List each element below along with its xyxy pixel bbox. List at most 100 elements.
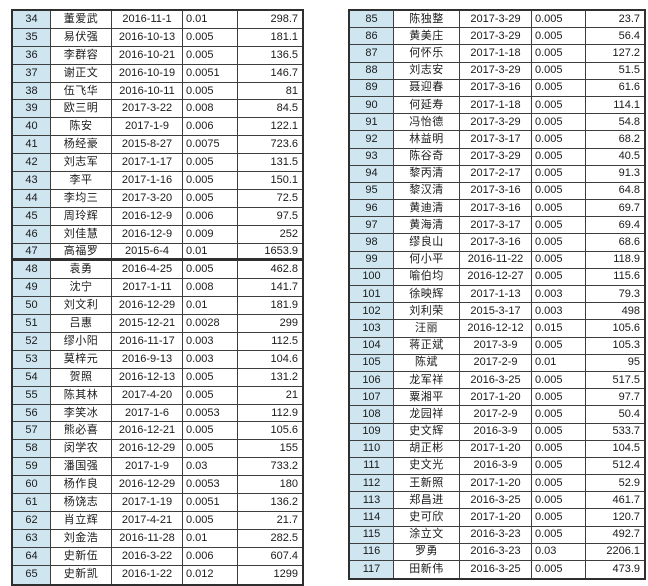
no-cell: 36	[13, 46, 51, 64]
name-cell: 陈安	[51, 118, 112, 136]
date-cell: 2016-3-25	[460, 371, 532, 389]
table-row: 103 汪丽 2016-12-12 0.015 105.6	[350, 320, 644, 338]
amount-cell: 81	[285, 84, 298, 97]
amount-cell: 1299	[273, 568, 298, 581]
name-cell: 谢正文	[51, 64, 112, 82]
table-row: 114 史可欣 2017-1-20 0.005 120.7	[350, 509, 644, 527]
no-cell: 56	[13, 404, 51, 422]
name-cell: 杨作良	[51, 476, 112, 494]
name-cell: 黄美庄	[394, 28, 460, 45]
data-table-right: 85 陈独整 2017-3-29 0.005 23.7 86 黄美庄 2017-3-29 0.0…	[348, 9, 646, 581]
date-cell: 2017-2-9	[460, 354, 532, 371]
table-row: 40 陈安 2017-1-9 0.006 122.1	[13, 118, 302, 137]
table-row: 47 高福罗 2015-6-4 0.01 1653.9	[13, 243, 302, 262]
no-cell: 44	[13, 189, 51, 207]
no-cell: 52	[13, 333, 51, 350]
table-row: 57 熊必喜 2016-12-21 0.005 105.6	[13, 422, 302, 441]
no-cell: 47	[13, 243, 51, 259]
amount-cell: 69.7	[618, 201, 640, 214]
rate-cell: 0.005	[532, 234, 586, 251]
date-cell: 2017-1-20	[460, 389, 532, 406]
name-cell: 董爱武	[51, 11, 112, 28]
name-cell: 刘志安	[394, 62, 460, 79]
table-row: 102 刘利荣 2015-3-17 0.003 498	[350, 303, 644, 321]
date-cell: 2016-11-1	[112, 11, 183, 28]
amount-cell: 84.5	[276, 102, 298, 115]
date-cell: 2017-3-16	[460, 79, 532, 96]
rate-cell: 0.005	[532, 217, 586, 234]
rate-cell: 0.005	[183, 511, 238, 529]
name-cell: 高福罗	[51, 243, 112, 259]
rate-cell: 0.005	[183, 154, 238, 172]
date-cell: 2016-11-22	[460, 251, 532, 268]
no-cell: 53	[13, 350, 51, 368]
table-row: 93 陈谷奇 2017-3-29 0.005 40.5	[350, 148, 644, 166]
amount-cell: 21	[285, 388, 298, 401]
no-cell: 116	[350, 543, 394, 560]
date-cell: 2016-3-9	[460, 423, 532, 440]
amount-cell: 533.7	[612, 425, 640, 438]
no-cell: 49	[13, 279, 51, 297]
rate-cell: 0.005	[532, 182, 586, 200]
amount-cell: 104.5	[612, 442, 640, 455]
name-cell: 刘志军	[51, 154, 112, 172]
name-cell: 吕惠	[51, 315, 112, 333]
amount-cell: 282.5	[270, 531, 298, 544]
rate-cell: 0.003	[183, 350, 238, 368]
amount-cell: 473.9	[612, 563, 640, 576]
name-cell: 郑昌进	[394, 492, 460, 509]
no-cell: 85	[350, 11, 394, 28]
date-cell: 2017-1-9	[112, 458, 183, 476]
table-row: 116 罗勇 2016-3-23 0.03 2206.1	[350, 543, 644, 561]
date-cell: 2017-3-16	[460, 182, 532, 200]
rate-cell: 0.01	[183, 11, 238, 28]
rate-cell: 0.005	[532, 337, 586, 354]
name-cell: 冯怡德	[394, 114, 460, 131]
amount-cell: 97.5	[276, 209, 298, 222]
amount-cell: 97.7	[618, 390, 640, 403]
name-cell: 黎汉清	[394, 182, 460, 200]
table-row: 100 喻伯均 2016-12-27 0.005 115.6	[350, 268, 644, 286]
amount-cell: 51.5	[618, 64, 640, 77]
date-cell: 2017-1-20	[460, 440, 532, 457]
rate-cell: 0.005	[532, 509, 586, 526]
rate-cell: 0.005	[532, 389, 586, 406]
rate-cell: 0.005	[183, 46, 238, 64]
name-cell: 王新照	[394, 475, 460, 492]
no-cell: 86	[350, 28, 394, 45]
name-cell: 莫梓元	[51, 350, 112, 368]
date-cell: 2016-12-27	[460, 268, 532, 285]
table-row: 55 陈其林 2017-4-20 0.005 21	[13, 386, 302, 405]
date-cell: 2017-1-17	[112, 154, 183, 172]
rate-cell: 0.0053	[183, 476, 238, 494]
date-cell: 2017-3-22	[112, 100, 183, 118]
no-cell: 64	[13, 547, 51, 565]
amount-cell: 298.7	[270, 12, 298, 25]
no-cell: 117	[350, 561, 394, 579]
no-cell: 102	[350, 303, 394, 320]
name-cell: 何小平	[394, 251, 460, 268]
table-row: 59 潘国强 2017-1-9 0.03 733.2	[13, 458, 302, 477]
rate-cell: 0.005	[532, 268, 586, 285]
rate-cell: 0.03	[532, 543, 586, 560]
no-cell: 51	[13, 315, 51, 333]
date-cell: 2016-10-13	[112, 28, 183, 46]
rate-cell: 0.005	[532, 371, 586, 389]
name-cell: 胡正彬	[394, 440, 460, 457]
name-cell: 何延寿	[394, 96, 460, 114]
rate-cell: 0.005	[532, 45, 586, 62]
no-cell: 45	[13, 207, 51, 225]
table-row: 110 胡正彬 2017-1-20 0.005 104.5	[350, 440, 644, 458]
table-row: 58 闵学农 2016-12-29 0.005 155	[13, 440, 302, 459]
no-cell: 91	[350, 114, 394, 131]
table-row: 34 董爱武 2016-11-1 0.01 298.7	[13, 11, 302, 29]
no-cell: 57	[13, 422, 51, 440]
table-row: 91 冯怡德 2017-3-29 0.005 54.8	[350, 114, 644, 132]
amount-cell: 131.2	[270, 370, 298, 383]
table-row: 113 郑昌进 2016-3-25 0.005 461.7	[350, 492, 644, 510]
table-row: 96 黄迪清 2017-3-16 0.005 69.7	[350, 200, 644, 218]
no-cell: 104	[350, 337, 394, 354]
no-cell: 63	[13, 529, 51, 547]
rate-cell: 0.005	[183, 82, 238, 100]
date-cell: 2017-3-16	[460, 200, 532, 217]
